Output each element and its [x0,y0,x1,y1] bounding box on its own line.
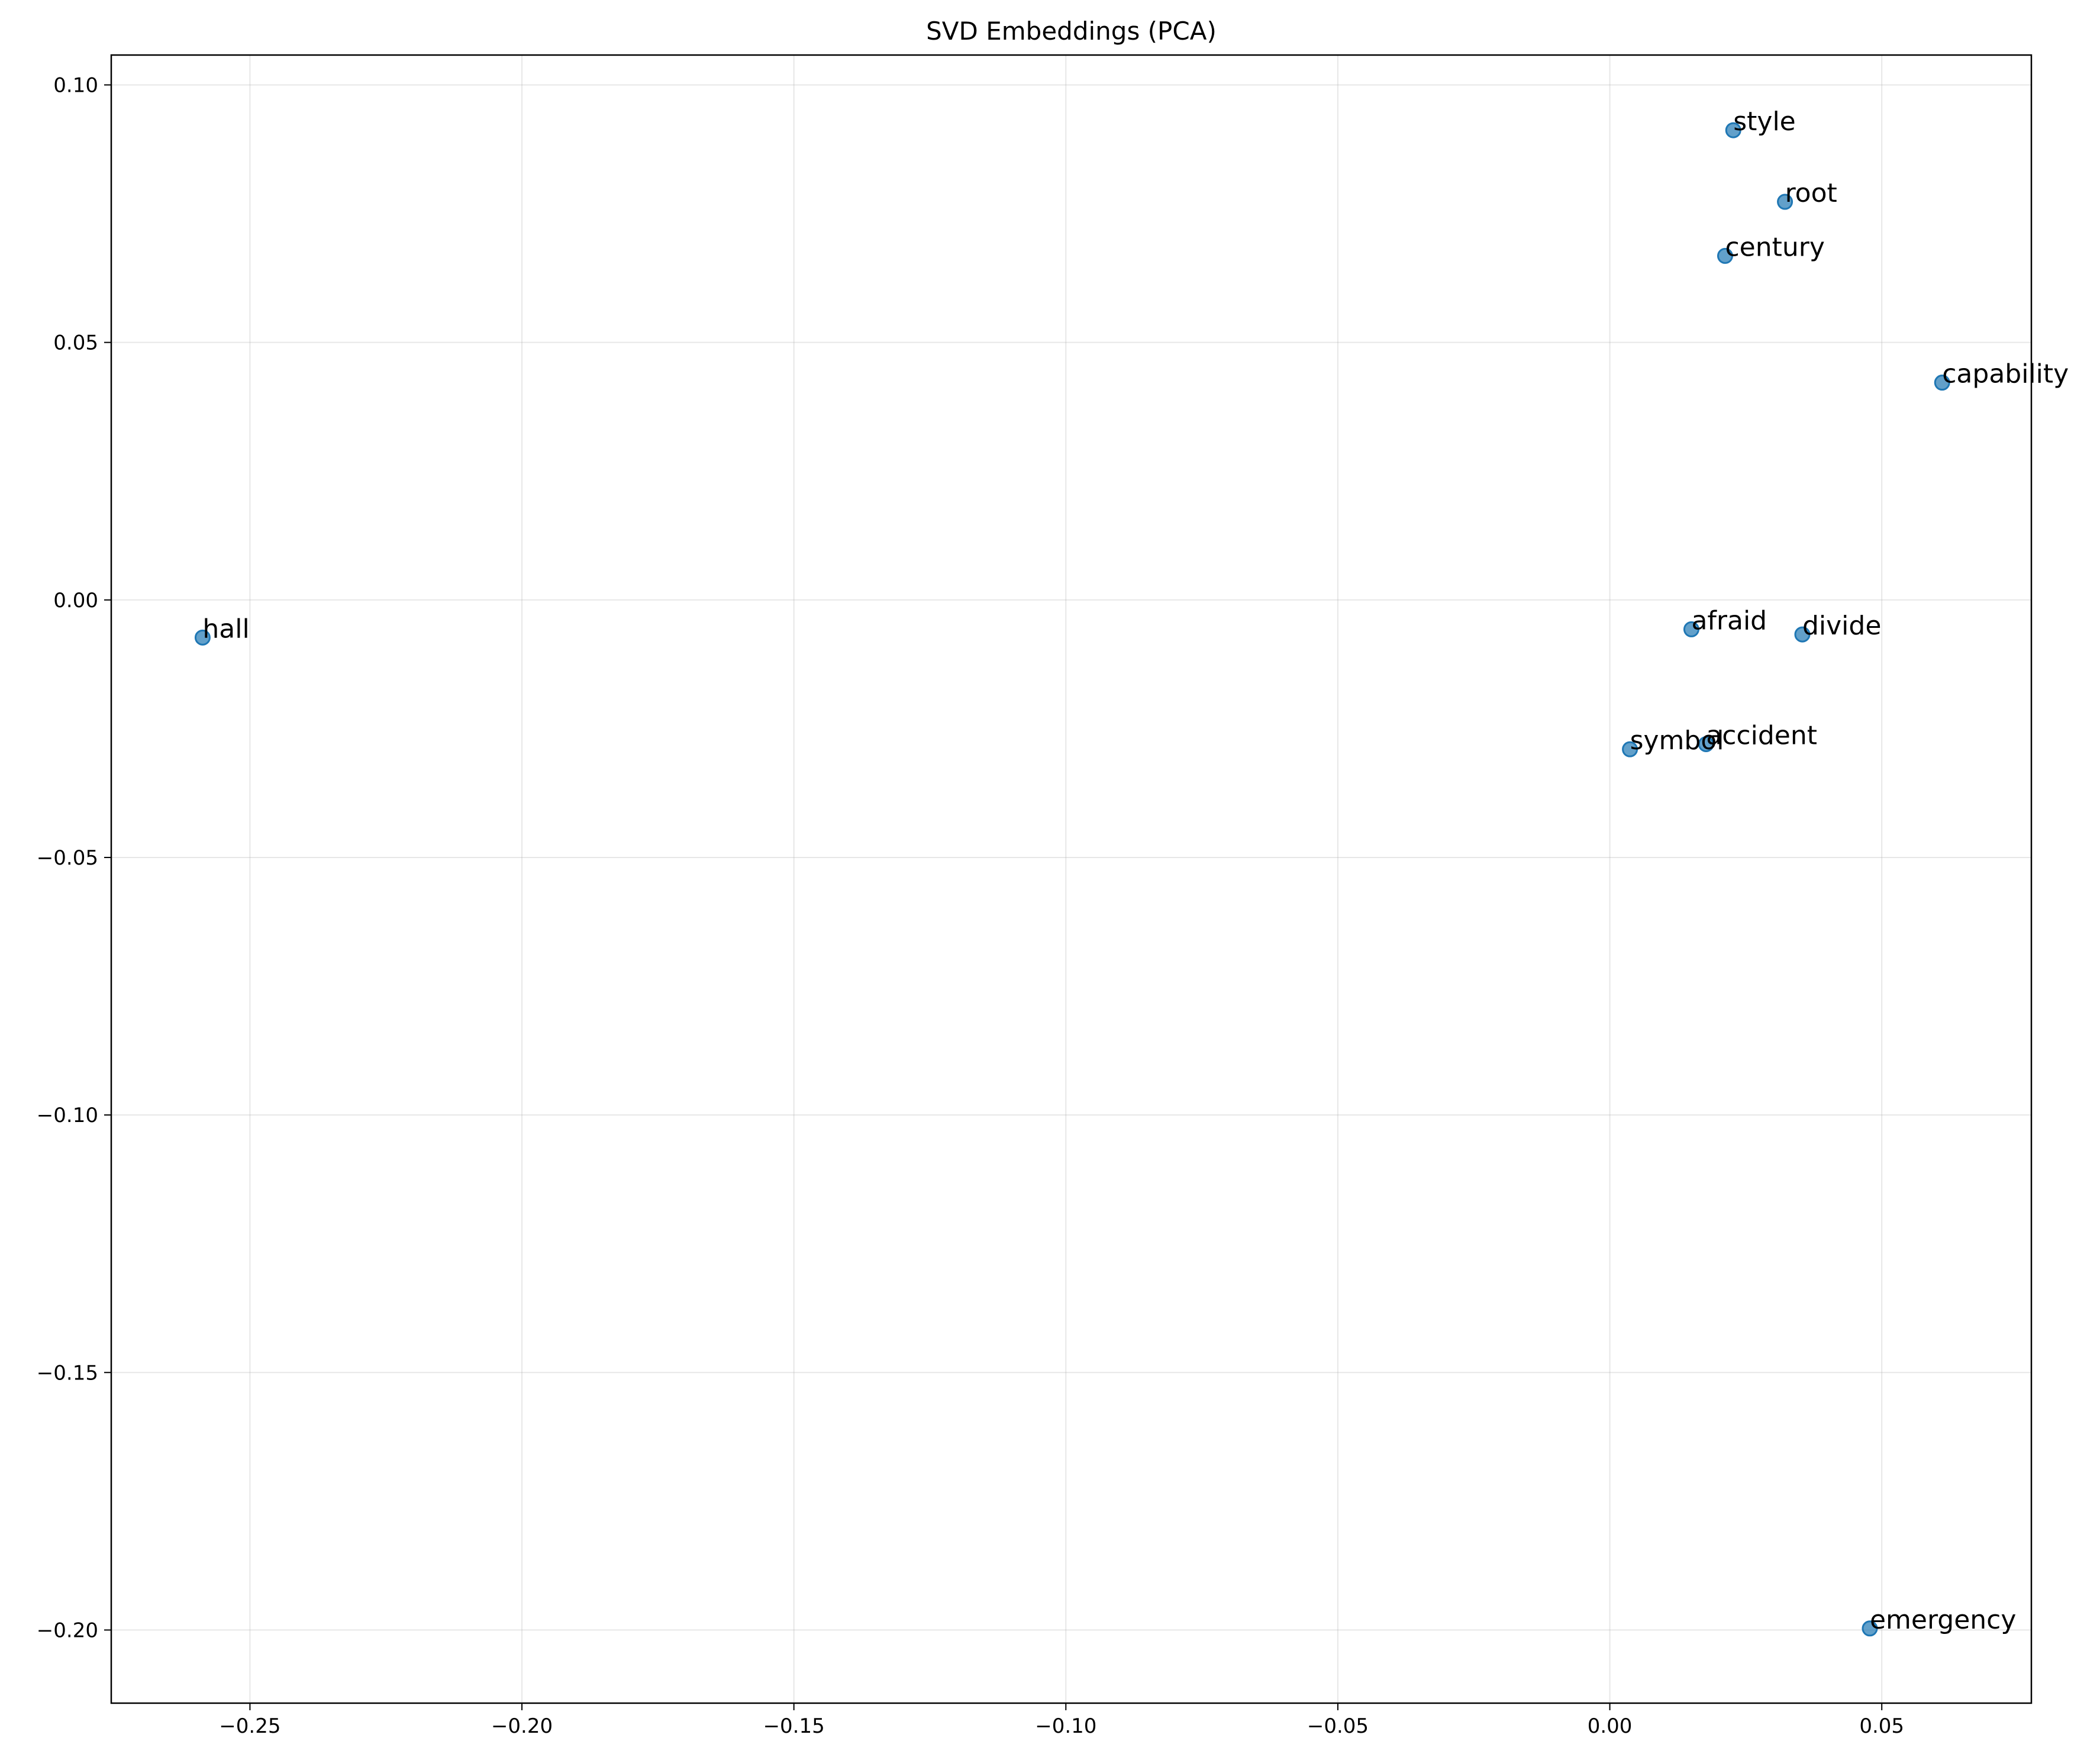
point-label: root [1785,178,1837,208]
point-labels: style root century capability hall afraid divi… [202,107,2069,1635]
x-tick-label: −0.15 [763,1714,825,1738]
chart-title: SVD Embeddings (PCA) [926,17,1217,46]
x-tick-label: −0.20 [491,1714,553,1738]
y-tick-label: 0.00 [53,589,98,612]
point-label: accident [1706,720,1817,750]
x-tick-label: 0.00 [1588,1714,1633,1738]
point-label: capability [1942,359,2069,389]
y-tick-label: −0.15 [37,1361,98,1385]
x-tick-label: −0.10 [1035,1714,1096,1738]
y-tick-label: 0.05 [53,331,98,355]
point-label: style [1733,107,1796,137]
point-label: emergency [1870,1605,2016,1635]
data-point [1717,247,1733,264]
data-point [1777,194,1793,210]
point-label: symbol [1630,726,1724,756]
point-label: hall [202,614,249,644]
point-label: divide [1802,611,1881,641]
data-point [1725,122,1741,138]
data-point [1698,736,1714,752]
data-point [1862,1620,1878,1637]
y-tick-label: −0.10 [37,1104,98,1127]
y-tick-label: −0.05 [37,846,98,870]
x-tick-label: 0.05 [1859,1714,1904,1738]
x-axis-ticks: −0.25 −0.20 −0.15 −0.10 −0.05 0.00 0.05 [219,1703,1904,1738]
y-tick-label: −0.20 [37,1619,98,1642]
data-point [1683,621,1699,637]
y-tick-label: 0.10 [53,73,98,97]
point-label: century [1725,232,1824,262]
data-point [1934,375,1950,391]
point-label: afraid [1691,605,1767,636]
data-point [194,629,211,646]
data-point [1794,626,1811,643]
grid-lines [111,55,2031,1703]
plot-frame [110,54,2033,1704]
x-tick-label: −0.25 [219,1714,280,1738]
x-tick-label: −0.05 [1307,1714,1369,1738]
y-axis-ticks: 0.10 0.05 0.00 −0.05 −0.10 −0.15 −0.20 [37,73,111,1642]
data-point [1622,741,1638,757]
data-points [194,122,1950,1637]
